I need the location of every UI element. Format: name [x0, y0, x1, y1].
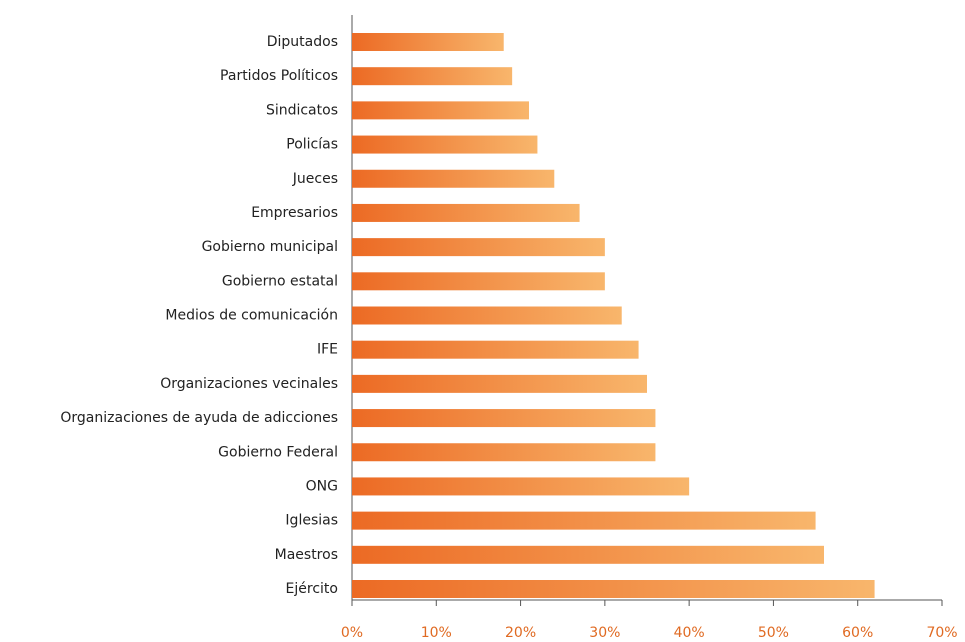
y-tick-label: Maestros [275, 547, 338, 563]
y-tick-label: Policías [286, 137, 338, 153]
x-tick-label: 50% [758, 625, 789, 641]
y-tick-label: Iglesias [285, 513, 338, 529]
x-tick-label: 40% [674, 625, 705, 641]
y-tick-label: Gobierno municipal [202, 239, 338, 255]
bar [352, 272, 605, 291]
bar [352, 477, 690, 496]
y-tick-label: Organizaciones vecinales [160, 376, 338, 392]
y-tick-label: Partidos Políticos [220, 68, 338, 84]
bar [352, 101, 529, 120]
bar [352, 203, 580, 222]
bar [352, 443, 656, 462]
bar [352, 580, 875, 598]
y-tick-label: Ejército [286, 581, 338, 597]
bar [352, 67, 513, 86]
y-tick-label: ONG [306, 478, 338, 494]
x-tick-label: 60% [842, 625, 873, 641]
x-tick-label: 30% [589, 625, 620, 641]
y-tick-label: Diputados [267, 34, 338, 50]
bar [352, 306, 622, 325]
bar [352, 33, 504, 51]
x-tick-label: 0% [341, 625, 363, 641]
bar [352, 545, 824, 564]
x-tick-label: 70% [926, 625, 957, 641]
y-tick-label: IFE [317, 342, 338, 358]
bar [352, 409, 656, 428]
x-tick-label: 20% [505, 625, 536, 641]
y-tick-label: Organizaciones de ayuda de adicciones [60, 410, 338, 426]
bar [352, 238, 605, 257]
bar [352, 135, 538, 154]
y-tick-label: Gobierno estatal [222, 273, 338, 289]
y-tick-label: Medios de comunicación [165, 308, 338, 324]
y-tick-label: Gobierno Federal [218, 444, 338, 460]
bar [352, 340, 639, 359]
bar [352, 511, 816, 530]
y-tick-label: Jueces [292, 171, 338, 187]
bar [352, 169, 555, 188]
x-tick-label: 10% [421, 625, 452, 641]
bar [352, 374, 647, 393]
y-tick-label: Sindicatos [266, 102, 338, 118]
y-tick-label: Empresarios [251, 205, 338, 221]
